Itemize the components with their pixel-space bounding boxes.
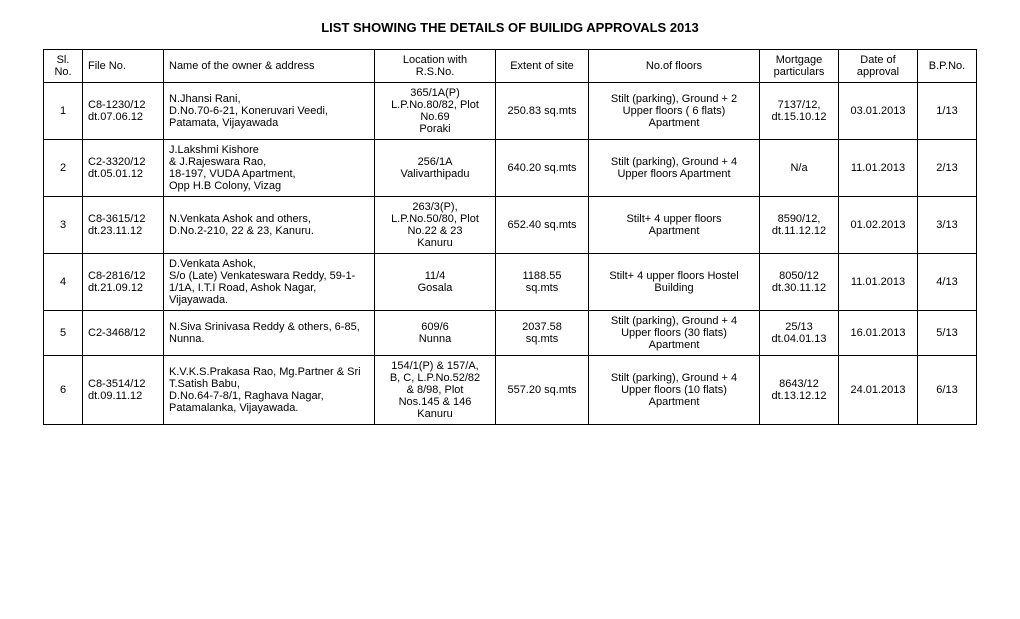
cell-mortgage: 8590/12, dt.11.12.12 xyxy=(760,197,839,254)
table-row: 4C8-2816/12 dt.21.09.12D.Venkata Ashok, … xyxy=(44,254,977,311)
cell-mortgage: 8050/12 dt.30.11.12 xyxy=(760,254,839,311)
cell-extent: 640.20 sq.mts xyxy=(496,140,589,197)
cell-date: 11.01.2013 xyxy=(839,140,918,197)
cell-bp: 4/13 xyxy=(918,254,977,311)
cell-sl: 4 xyxy=(44,254,83,311)
cell-date: 01.02.2013 xyxy=(839,197,918,254)
cell-location: 263/3(P), L.P.No.50/80, Plot No.22 & 23 … xyxy=(375,197,496,254)
cell-bp: 3/13 xyxy=(918,197,977,254)
cell-location: 256/1A Valivarthipadu xyxy=(375,140,496,197)
cell-mortgage: 8643/12 dt.13.12.12 xyxy=(760,356,839,425)
cell-owner: D.Venkata Ashok, S/o (Late) Venkateswara… xyxy=(164,254,375,311)
cell-floors: Stilt+ 4 upper floors Hostel Building xyxy=(589,254,760,311)
cell-owner: N.Jhansi Rani, D.No.70-6-21, Koneruvari … xyxy=(164,83,375,140)
cell-date: 11.01.2013 xyxy=(839,254,918,311)
cell-floors: Stilt (parking), Ground + 4 Upper floors… xyxy=(589,140,760,197)
col-extent: Extent of site xyxy=(496,50,589,83)
cell-date: 03.01.2013 xyxy=(839,83,918,140)
table-row: 5C2-3468/12N.Siva Srinivasa Reddy & othe… xyxy=(44,311,977,356)
page-title: LIST SHOWING THE DETAILS OF BUILIDG APPR… xyxy=(40,20,980,35)
cell-file: C8-3615/12 dt.23.11.12 xyxy=(83,197,164,254)
cell-date: 24.01.2013 xyxy=(839,356,918,425)
cell-owner: N.Venkata Ashok and others, D.No.2-210, … xyxy=(164,197,375,254)
col-date: Date of approval xyxy=(839,50,918,83)
cell-extent: 2037.58 sq.mts xyxy=(496,311,589,356)
cell-file: C8-3514/12 dt.09.11.12 xyxy=(83,356,164,425)
cell-floors: Stilt (parking), Ground + 2 Upper floors… xyxy=(589,83,760,140)
cell-mortgage: N/a xyxy=(760,140,839,197)
cell-bp: 5/13 xyxy=(918,311,977,356)
approvals-table: Sl. No. File No. Name of the owner & add… xyxy=(43,49,977,425)
col-sl: Sl. No. xyxy=(44,50,83,83)
cell-extent: 1188.55 sq.mts xyxy=(496,254,589,311)
cell-bp: 1/13 xyxy=(918,83,977,140)
cell-mortgage: 7137/12, dt.15.10.12 xyxy=(760,83,839,140)
cell-file: C2-3320/12 dt.05.01.12 xyxy=(83,140,164,197)
cell-sl: 6 xyxy=(44,356,83,425)
cell-floors: Stilt (parking), Ground + 4 Upper floors… xyxy=(589,311,760,356)
cell-extent: 652.40 sq.mts xyxy=(496,197,589,254)
cell-sl: 5 xyxy=(44,311,83,356)
table-row: 1C8-1230/12 dt.07.06.12N.Jhansi Rani, D.… xyxy=(44,83,977,140)
cell-location: 11/4 Gosala xyxy=(375,254,496,311)
cell-file: C8-1230/12 dt.07.06.12 xyxy=(83,83,164,140)
cell-file: C2-3468/12 xyxy=(83,311,164,356)
cell-location: 365/1A(P) L.P.No.80/82, Plot No.69 Porak… xyxy=(375,83,496,140)
cell-owner: N.Siva Srinivasa Reddy & others, 6-85, N… xyxy=(164,311,375,356)
cell-sl: 3 xyxy=(44,197,83,254)
cell-extent: 557.20 sq.mts xyxy=(496,356,589,425)
col-mortgage: Mortgage particulars xyxy=(760,50,839,83)
cell-owner: K.V.K.S.Prakasa Rao, Mg.Partner & Sri T.… xyxy=(164,356,375,425)
col-floors: No.of floors xyxy=(589,50,760,83)
cell-location: 154/1(P) & 157/A, B, C, L.P.No.52/82 & 8… xyxy=(375,356,496,425)
col-owner: Name of the owner & address xyxy=(164,50,375,83)
cell-owner: J.Lakshmi Kishore & J.Rajeswara Rao, 18-… xyxy=(164,140,375,197)
table-row: 6C8-3514/12 dt.09.11.12K.V.K.S.Prakasa R… xyxy=(44,356,977,425)
table-header-row: Sl. No. File No. Name of the owner & add… xyxy=(44,50,977,83)
cell-bp: 2/13 xyxy=(918,140,977,197)
cell-sl: 2 xyxy=(44,140,83,197)
cell-extent: 250.83 sq.mts xyxy=(496,83,589,140)
cell-file: C8-2816/12 dt.21.09.12 xyxy=(83,254,164,311)
cell-floors: Stilt+ 4 upper floors Apartment xyxy=(589,197,760,254)
table-row: 2C2-3320/12 dt.05.01.12J.Lakshmi Kishore… xyxy=(44,140,977,197)
cell-floors: Stilt (parking), Ground + 4 Upper floors… xyxy=(589,356,760,425)
table-body: 1C8-1230/12 dt.07.06.12N.Jhansi Rani, D.… xyxy=(44,83,977,425)
cell-location: 609/6 Nunna xyxy=(375,311,496,356)
cell-sl: 1 xyxy=(44,83,83,140)
cell-date: 16.01.2013 xyxy=(839,311,918,356)
col-location: Location with R.S.No. xyxy=(375,50,496,83)
col-file: File No. xyxy=(83,50,164,83)
table-row: 3C8-3615/12 dt.23.11.12N.Venkata Ashok a… xyxy=(44,197,977,254)
cell-mortgage: 25/13 dt.04.01.13 xyxy=(760,311,839,356)
col-bp: B.P.No. xyxy=(918,50,977,83)
cell-bp: 6/13 xyxy=(918,356,977,425)
